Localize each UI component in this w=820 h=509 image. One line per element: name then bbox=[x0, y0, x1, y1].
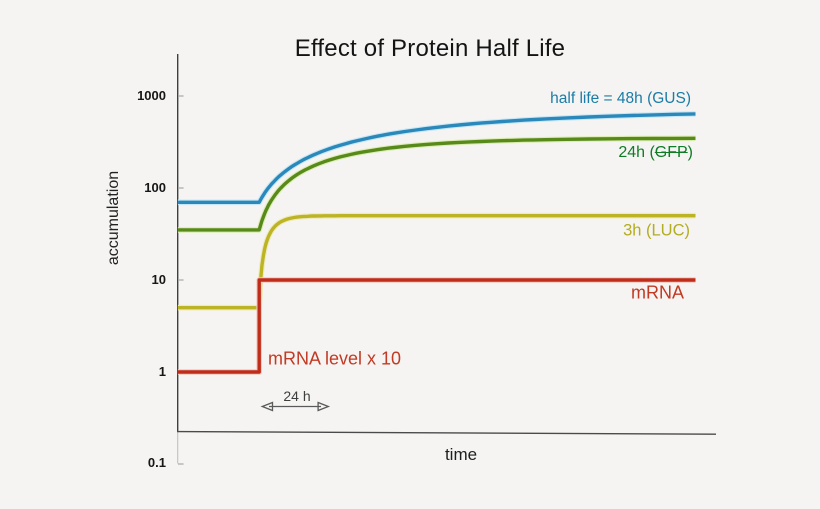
y-tick-label-100: 100 bbox=[144, 180, 166, 195]
chart-title: Effect of Protein Half Life bbox=[294, 35, 566, 62]
curve-gus bbox=[177, 112, 696, 204]
curves bbox=[177, 111, 696, 375]
series-label-gfp-struck: GFP bbox=[654, 144, 688, 161]
curve-mrna bbox=[177, 277, 696, 375]
series-label-mrna: mRNA bbox=[631, 282, 684, 303]
curve-luc bbox=[177, 214, 696, 310]
series-label-gfp-suffix: ) bbox=[687, 144, 693, 161]
time-span-arrow bbox=[260, 401, 331, 412]
series-label-gus: half life = 48h (GUS) bbox=[550, 90, 691, 107]
curve-gfp bbox=[177, 136, 696, 232]
y-tick-label-1: 1 bbox=[158, 364, 166, 379]
series-label-gfp: 24h (GFP) bbox=[618, 144, 693, 162]
y-tick-label-10: 10 bbox=[151, 272, 166, 287]
series-label-luc: 3h (LUC) bbox=[623, 221, 690, 240]
curve-mrna bbox=[177, 278, 696, 374]
mrna-level-note: mRNA level x 10 bbox=[268, 348, 402, 369]
y-tick-label-1000: 1000 bbox=[137, 88, 166, 103]
time-span-label: 24 h bbox=[283, 388, 311, 404]
y-tick-label-0p1: 0.1 bbox=[147, 455, 166, 470]
series-label-gfp-prefix: 24h ( bbox=[618, 144, 655, 161]
x-axis-label: time bbox=[444, 445, 478, 464]
y-axis-ticks bbox=[178, 95, 184, 465]
x-axis-line bbox=[176, 430, 717, 435]
